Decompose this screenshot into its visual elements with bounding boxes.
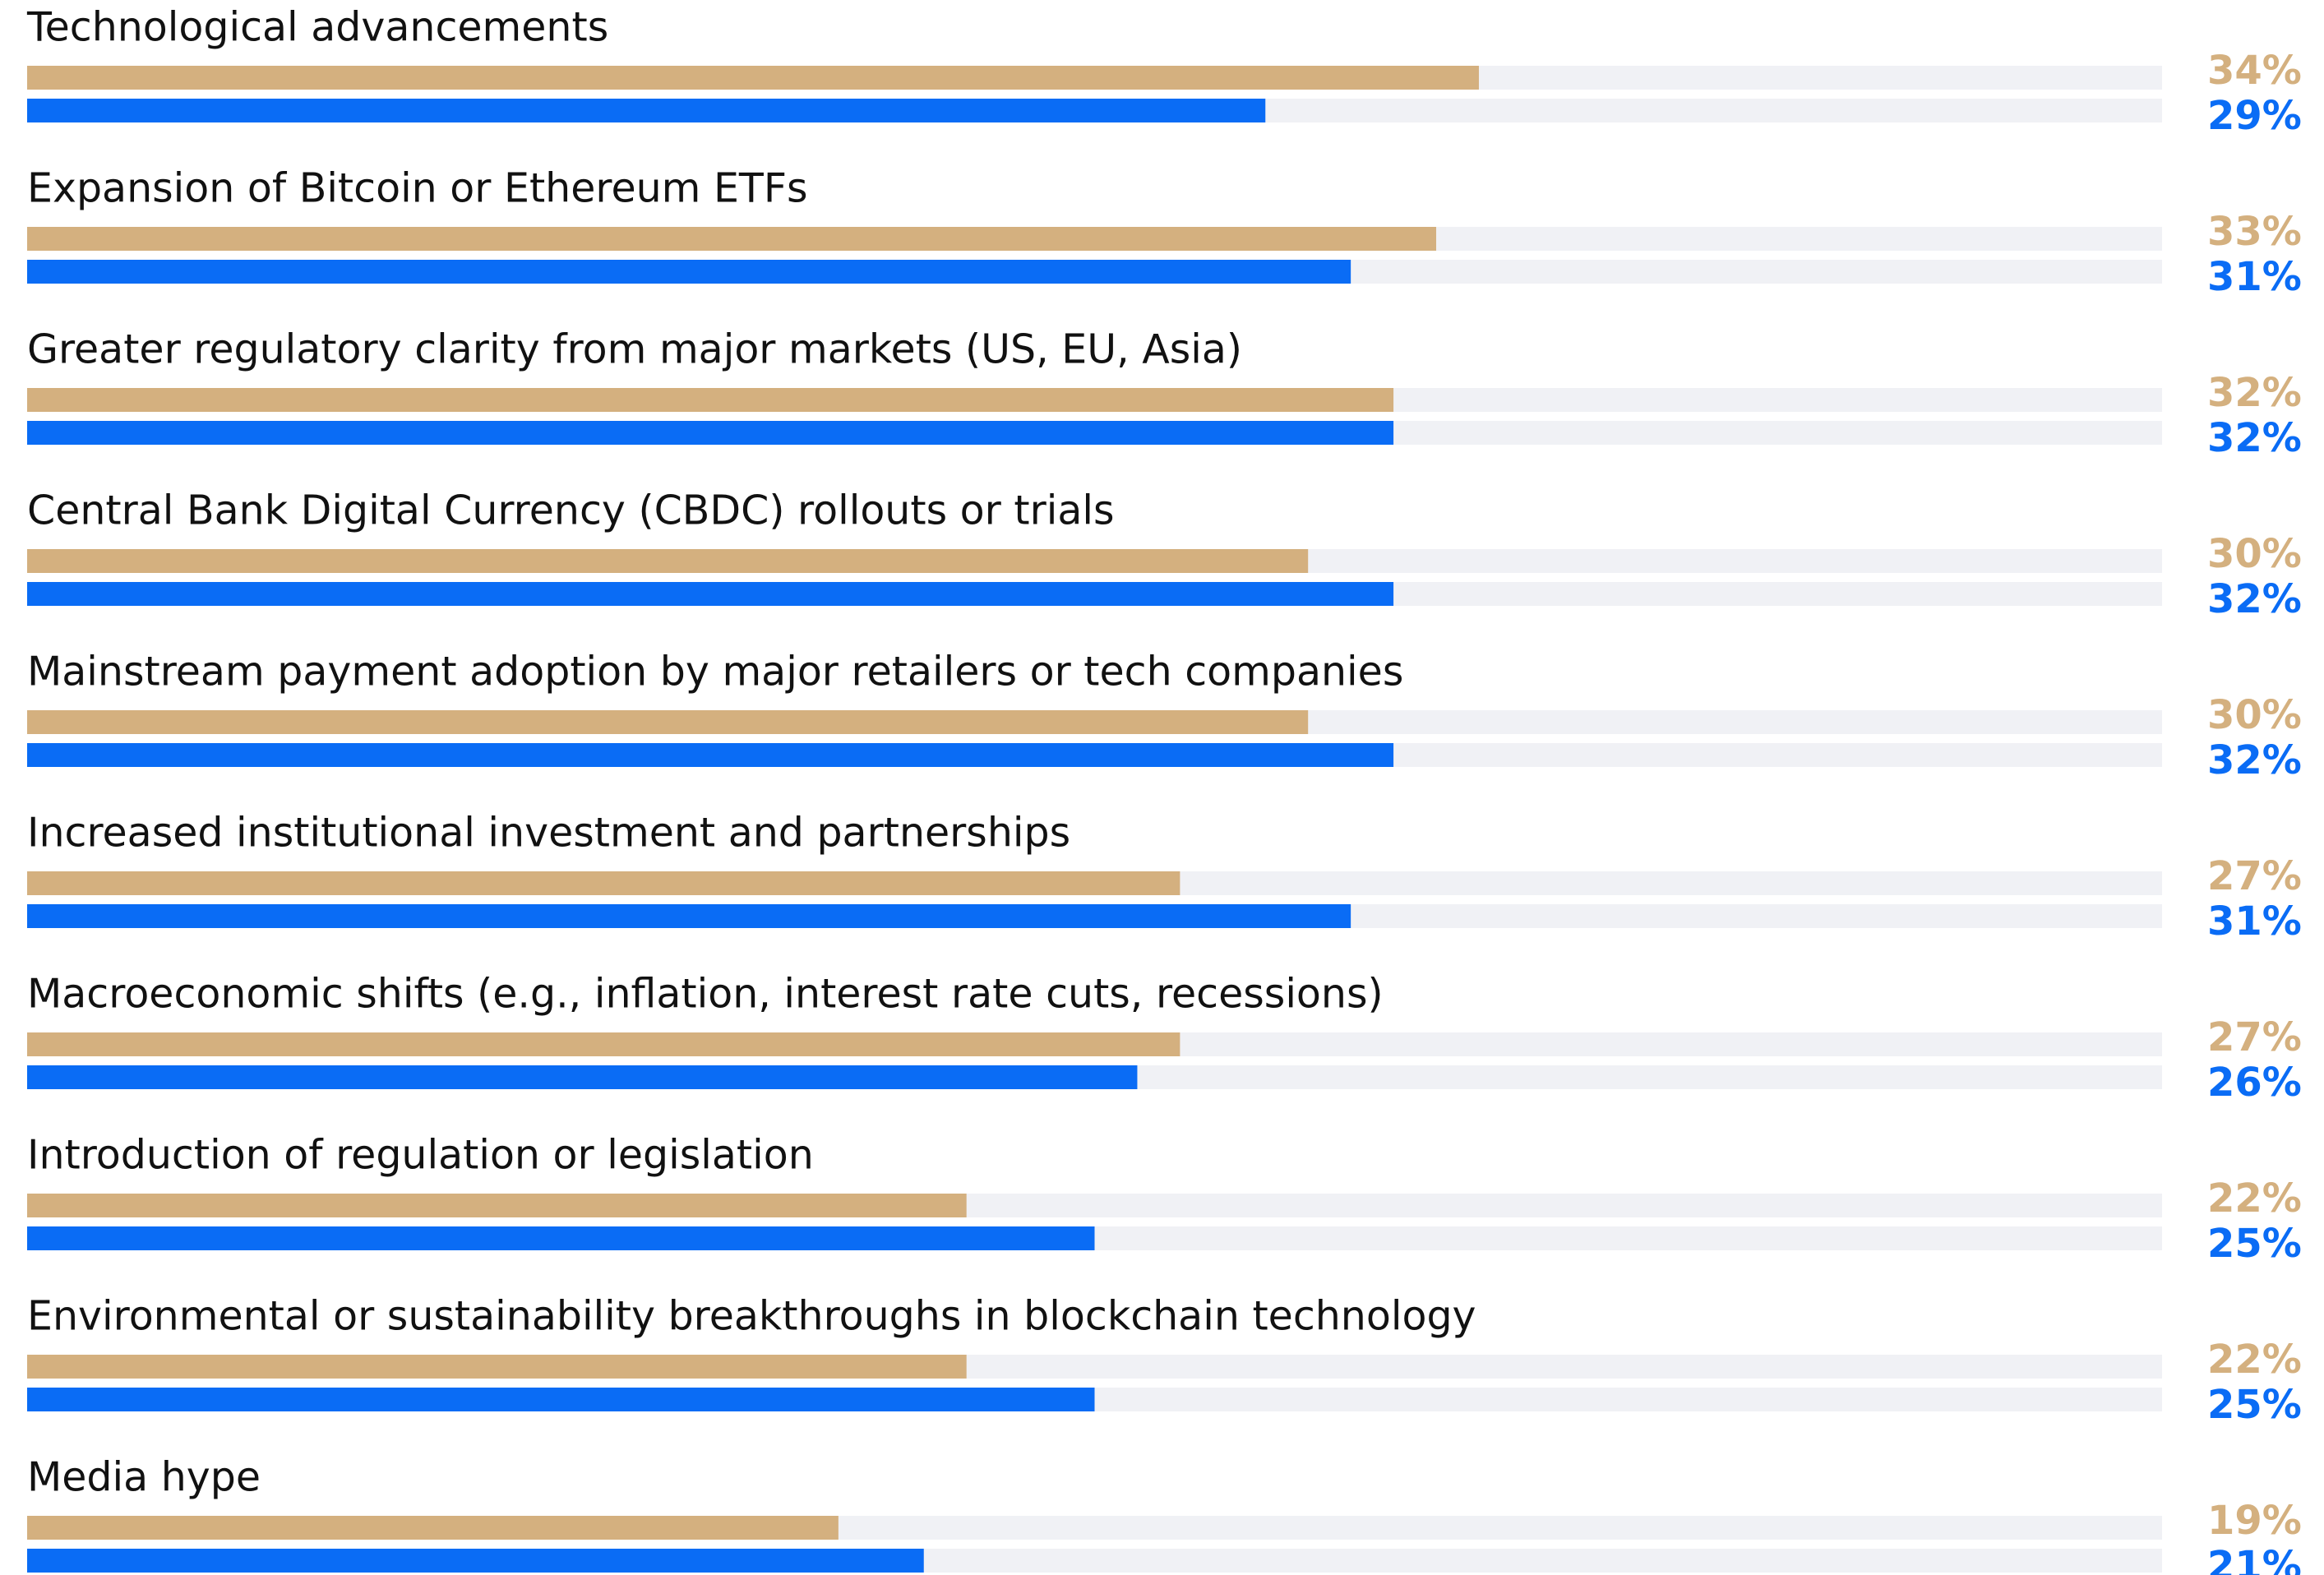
bar: [27, 582, 1394, 606]
category-label: Introduction of regulation or legislatio…: [27, 1132, 814, 1179]
category-label: Media hype: [27, 1454, 261, 1501]
bar: [27, 1516, 839, 1540]
category-label: Mainstream payment adoption by major ret…: [27, 649, 1403, 695]
value-label: 31%: [2207, 898, 2302, 945]
bar: [27, 1355, 967, 1379]
category-label: Central Bank Digital Currency (CBDC) rol…: [27, 487, 1115, 534]
category-label: Macroeconomic shifts (e.g., inflation, i…: [27, 971, 1384, 1018]
value-label: 31%: [2207, 254, 2302, 300]
value-label: 32%: [2207, 576, 2302, 622]
bar: [27, 260, 1351, 284]
bar: [27, 710, 1309, 734]
value-label: 22%: [2207, 1175, 2302, 1222]
value-label: 29%: [2207, 93, 2302, 139]
bar: [27, 743, 1394, 767]
bar: [27, 1388, 1095, 1411]
bar: [27, 388, 1394, 412]
category-label: Greater regulatory clarity from major ma…: [27, 326, 1242, 373]
category-label: Expansion of Bitcoin or Ethereum ETFs: [27, 165, 808, 212]
value-label: 30%: [2207, 692, 2302, 738]
value-label: 26%: [2207, 1060, 2302, 1106]
value-label: 32%: [2207, 415, 2302, 461]
category-label: Environmental or sustainability breakthr…: [27, 1293, 1476, 1340]
value-label: 25%: [2207, 1382, 2302, 1428]
bar: [27, 904, 1351, 928]
bar: [27, 871, 1180, 895]
value-label: 21%: [2207, 1543, 2302, 1575]
bar: [27, 1549, 924, 1573]
value-label: 32%: [2207, 370, 2302, 416]
bar: [27, 549, 1309, 573]
value-label: 27%: [2207, 853, 2302, 899]
bar: [27, 66, 1479, 90]
value-label: 34%: [2207, 48, 2302, 94]
value-label: 25%: [2207, 1221, 2302, 1267]
category-label: Technological advancements: [26, 4, 608, 51]
value-label: 22%: [2207, 1337, 2302, 1383]
value-label: 33%: [2207, 209, 2302, 255]
value-label: 19%: [2207, 1498, 2302, 1544]
value-label: 30%: [2207, 531, 2302, 577]
value-label: 27%: [2207, 1014, 2302, 1060]
value-label: 32%: [2207, 737, 2302, 783]
bar: [27, 1065, 1138, 1089]
bar: [27, 1194, 967, 1217]
bar: [27, 421, 1394, 445]
bar: [27, 1032, 1180, 1056]
bar: [27, 1226, 1095, 1250]
category-label: Increased institutional investment and p…: [27, 810, 1070, 857]
bar: [27, 227, 1437, 251]
bar: [27, 99, 1266, 122]
